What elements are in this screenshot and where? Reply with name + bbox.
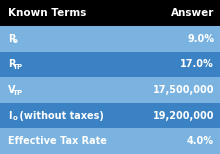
Text: V: V (8, 85, 15, 95)
Bar (0, 77, 220, 103)
Bar (0, 128, 220, 154)
Bar (0, 103, 220, 128)
Text: TP: TP (13, 64, 23, 70)
Text: 9.0%: 9.0% (187, 34, 214, 44)
Text: R: R (8, 34, 15, 44)
Bar (0, 26, 220, 52)
Text: Effective Tax Rate: Effective Tax Rate (8, 136, 107, 146)
Text: 17,500,000: 17,500,000 (152, 85, 214, 95)
Text: o: o (13, 38, 18, 44)
Text: Answer: Answer (171, 8, 214, 18)
Text: 19,200,000: 19,200,000 (152, 111, 214, 121)
Text: TP: TP (13, 89, 23, 95)
Text: o: o (13, 115, 18, 121)
Bar (0, 52, 220, 77)
Text: R: R (8, 59, 15, 69)
Text: 4.0%: 4.0% (187, 136, 214, 146)
Text: (without taxes): (without taxes) (16, 111, 104, 121)
Text: 17.0%: 17.0% (180, 59, 214, 69)
Bar (0, 0, 220, 26)
Text: I: I (8, 111, 11, 121)
Text: Known Terms: Known Terms (8, 8, 86, 18)
